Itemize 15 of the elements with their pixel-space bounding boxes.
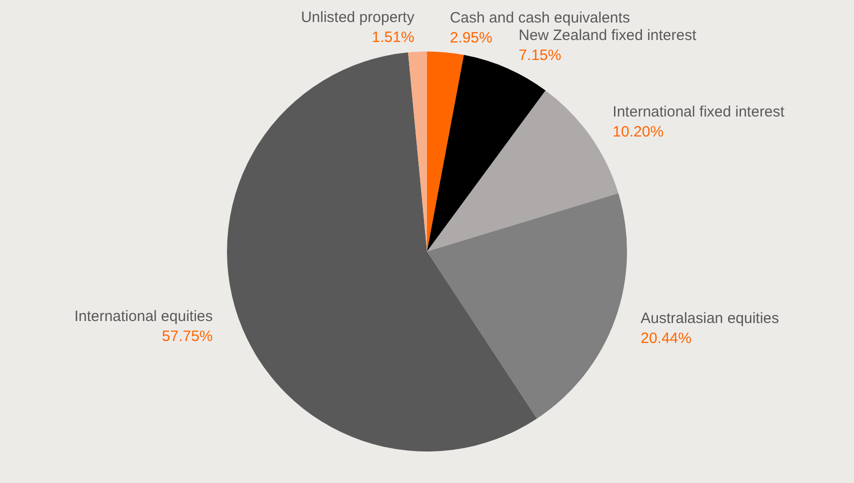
slice-label: International fixed interest	[612, 104, 786, 121]
data-label: 2.95%	[450, 29, 492, 46]
pie-slice	[427, 193, 627, 419]
pie-slice	[408, 52, 427, 252]
slice-label: Cash and cash equivalents	[450, 9, 630, 26]
data-label: 1.51%	[372, 28, 414, 46]
data-label: 10.20%	[612, 124, 664, 141]
slice-label: Unlisted property	[300, 8, 415, 26]
pie-slice	[427, 52, 464, 252]
slice-label: International equities	[74, 308, 213, 326]
data-label: 20.44%	[640, 330, 692, 347]
slice-label: Australasian equities	[640, 310, 780, 327]
slice-label: New Zealand fixed interest	[518, 27, 698, 44]
data-label: 7.15%	[518, 47, 562, 64]
data-label: 57.75%	[162, 328, 213, 346]
